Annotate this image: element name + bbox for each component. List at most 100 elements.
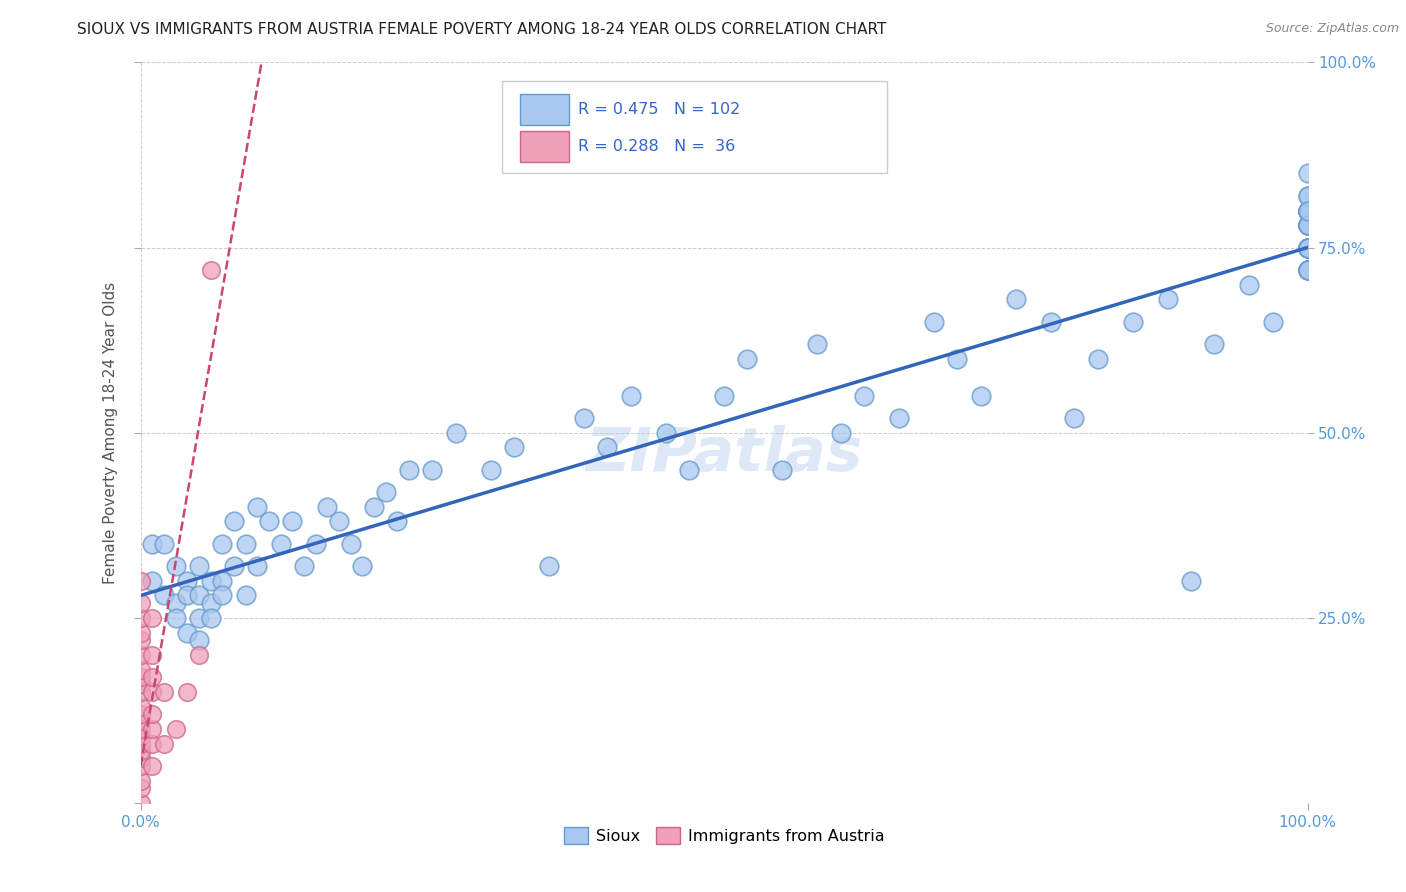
Point [188, 632, 211, 647]
Point [188, 558, 211, 573]
Point [339, 536, 361, 550]
Point [165, 558, 187, 573]
Point [129, 737, 152, 751]
Point [188, 648, 211, 662]
Text: R = 0.288   N =  36: R = 0.288 N = 36 [578, 138, 735, 153]
Point [830, 425, 852, 440]
Point [328, 515, 350, 529]
Point [479, 462, 502, 476]
Point [176, 685, 198, 699]
Point [1261, 314, 1284, 328]
Point [141, 706, 163, 721]
Point [1296, 240, 1319, 255]
Point [141, 574, 163, 588]
Point [129, 685, 152, 699]
Point [129, 625, 152, 640]
Point [806, 336, 828, 351]
Point [141, 670, 163, 684]
Point [176, 589, 198, 603]
Point [1296, 262, 1319, 277]
Point [572, 410, 595, 425]
Point [1296, 203, 1319, 218]
Point [1296, 240, 1319, 255]
Point [211, 589, 233, 603]
Point [316, 500, 339, 514]
Text: R = 0.475   N = 102: R = 0.475 N = 102 [578, 102, 741, 117]
Point [1296, 203, 1319, 218]
Point [141, 610, 163, 624]
Point [1296, 219, 1319, 233]
Point [129, 677, 152, 691]
Point [141, 648, 163, 662]
Point [1296, 203, 1319, 218]
Point [129, 632, 152, 647]
Point [1005, 293, 1028, 307]
Point [129, 596, 152, 610]
Point [398, 462, 420, 476]
Point [222, 515, 245, 529]
Point [1296, 219, 1319, 233]
Point [129, 670, 152, 684]
Point [1296, 240, 1319, 255]
Point [141, 737, 163, 751]
Point [889, 410, 911, 425]
Point [1296, 240, 1319, 255]
Point [176, 574, 198, 588]
Point [129, 758, 152, 772]
Point [165, 722, 187, 736]
Text: ZIPatlas: ZIPatlas [585, 425, 863, 484]
Point [1296, 240, 1319, 255]
FancyBboxPatch shape [502, 81, 887, 173]
Point [129, 751, 152, 765]
Point [444, 425, 467, 440]
Point [1063, 410, 1085, 425]
Point [620, 388, 643, 402]
Point [1156, 293, 1178, 307]
Point [1296, 240, 1319, 255]
Point [1296, 203, 1319, 218]
Point [129, 706, 152, 721]
Point [503, 441, 526, 455]
Point [922, 314, 945, 328]
Point [387, 515, 409, 529]
Point [129, 648, 152, 662]
Point [153, 589, 176, 603]
Point [1239, 277, 1261, 292]
Point [422, 462, 444, 476]
Point [200, 262, 222, 277]
Point [129, 722, 152, 736]
FancyBboxPatch shape [520, 131, 569, 162]
Point [737, 351, 759, 366]
Point [1296, 240, 1319, 255]
Point [1296, 188, 1319, 202]
Point [1296, 219, 1319, 233]
Point [1296, 219, 1319, 233]
Point [1296, 219, 1319, 233]
Point [129, 780, 152, 795]
Point [1296, 203, 1319, 218]
Point [1296, 188, 1319, 202]
Point [772, 462, 794, 476]
Point [153, 685, 176, 699]
Point [292, 558, 315, 573]
Text: SIOUX VS IMMIGRANTS FROM AUSTRIA FEMALE POVERTY AMONG 18-24 YEAR OLDS CORRELATIO: SIOUX VS IMMIGRANTS FROM AUSTRIA FEMALE … [77, 22, 887, 37]
Point [129, 699, 152, 714]
Point [853, 388, 876, 402]
Point [678, 462, 700, 476]
Point [129, 714, 152, 729]
Point [235, 536, 257, 550]
Legend: Sioux, Immigrants from Austria: Sioux, Immigrants from Austria [557, 821, 891, 850]
Point [281, 515, 304, 529]
FancyBboxPatch shape [520, 94, 569, 125]
Point [200, 574, 222, 588]
Point [1296, 203, 1319, 218]
Point [129, 796, 152, 810]
Point [129, 773, 152, 788]
Point [1296, 240, 1319, 255]
Point [1296, 219, 1319, 233]
Point [1296, 262, 1319, 277]
Point [596, 441, 619, 455]
Point [129, 744, 152, 758]
Point [211, 536, 233, 550]
Point [129, 729, 152, 743]
